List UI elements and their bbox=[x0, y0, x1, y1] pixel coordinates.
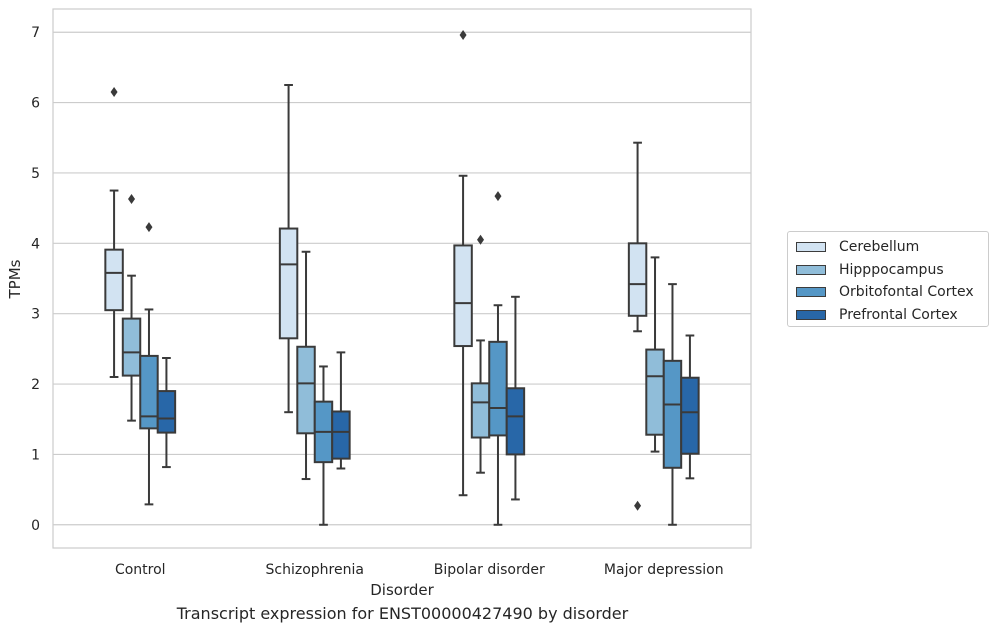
box bbox=[121, 317, 142, 377]
x-axis-label: Disorder bbox=[370, 581, 434, 599]
outlier-point bbox=[128, 193, 136, 204]
box-plot bbox=[627, 141, 648, 511]
y-axis-label: TPMs bbox=[6, 259, 24, 299]
legend-item: Hipppocampus bbox=[796, 259, 980, 282]
y-tick-label: 4 bbox=[31, 236, 40, 252]
legend-label: Cerebellum bbox=[839, 239, 920, 256]
outlier-point bbox=[477, 234, 485, 245]
outlier-point bbox=[494, 191, 502, 202]
box bbox=[278, 227, 299, 340]
x-tick-label: Control bbox=[115, 562, 166, 578]
box bbox=[662, 359, 683, 469]
box-plot bbox=[662, 283, 683, 526]
outlier-point bbox=[110, 87, 118, 98]
box bbox=[645, 348, 665, 436]
box-plot bbox=[470, 234, 491, 474]
chart-caption: Transcript expression for ENST0000042749… bbox=[176, 604, 629, 623]
box-plot bbox=[505, 295, 526, 501]
box bbox=[505, 387, 526, 456]
outlier-point bbox=[459, 30, 467, 41]
legend: Cerebellum Hipppocampus Orbitofontal Cor… bbox=[787, 231, 989, 327]
legend-swatch bbox=[796, 264, 826, 275]
y-tick-label: 0 bbox=[31, 518, 40, 534]
box-plot bbox=[680, 334, 700, 480]
legend-swatch bbox=[796, 309, 826, 320]
legend-label: Orbitofontal Cortex bbox=[839, 284, 974, 301]
box bbox=[156, 390, 177, 434]
box-plot bbox=[331, 351, 351, 470]
x-tick-label: Schizophrenia bbox=[266, 562, 364, 578]
y-tick-label: 6 bbox=[31, 96, 40, 112]
box-plot bbox=[488, 191, 508, 526]
legend-item: Prefrontal Cortex bbox=[796, 304, 980, 327]
box bbox=[296, 345, 316, 435]
outlier-point bbox=[634, 500, 642, 511]
y-tick-label: 3 bbox=[31, 307, 40, 323]
y-tick-labels: 0 1 2 3 4 5 6 7 bbox=[31, 25, 40, 534]
legend-item: Orbitofontal Cortex bbox=[796, 281, 980, 304]
box bbox=[488, 340, 508, 437]
box-plot bbox=[296, 250, 316, 481]
box bbox=[470, 382, 491, 439]
box bbox=[331, 410, 351, 460]
box-plot bbox=[104, 87, 124, 379]
legend-item: Cerebellum bbox=[796, 236, 980, 259]
box bbox=[680, 376, 700, 455]
grid bbox=[53, 31, 751, 526]
x-tick-label: Major depression bbox=[604, 562, 724, 578]
x-tick-label: Bipolar disorder bbox=[434, 562, 545, 578]
box bbox=[104, 248, 124, 312]
x-tick-labels: Control Schizophrenia Bipolar disorder Majo… bbox=[115, 562, 724, 578]
y-tick-label: 7 bbox=[31, 25, 40, 41]
outlier-point bbox=[145, 222, 153, 233]
box-plot bbox=[313, 365, 334, 526]
legend-swatch bbox=[796, 287, 826, 298]
legend-label: Hipppocampus bbox=[839, 261, 944, 278]
box-plot bbox=[278, 83, 299, 414]
box-plot bbox=[453, 30, 473, 497]
y-tick-label: 5 bbox=[31, 166, 40, 182]
y-tick-label: 2 bbox=[31, 377, 40, 393]
box-plot bbox=[121, 193, 142, 422]
box bbox=[453, 244, 473, 348]
box bbox=[627, 242, 648, 317]
legend-swatch bbox=[796, 242, 826, 253]
legend-label: Prefrontal Cortex bbox=[839, 306, 958, 323]
y-tick-label: 1 bbox=[31, 447, 40, 463]
box-plot bbox=[156, 357, 177, 469]
box-plots bbox=[104, 30, 700, 526]
box bbox=[139, 354, 159, 430]
